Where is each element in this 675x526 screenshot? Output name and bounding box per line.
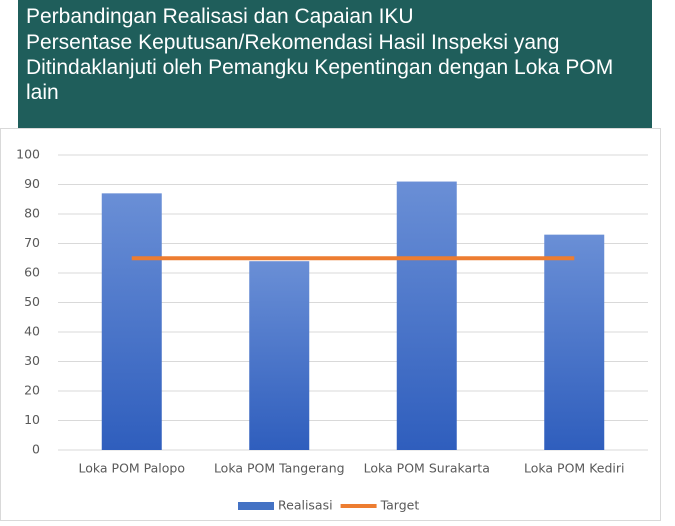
chart-title: Perbandingan Realisasi dan Capaian IKU xyxy=(26,5,414,28)
y-tick-label: 10 xyxy=(24,412,40,427)
y-tick-label: 100 xyxy=(16,147,40,162)
legend-label: Target xyxy=(380,498,420,513)
y-tick-label: 20 xyxy=(24,383,40,398)
y-tick-label: 80 xyxy=(24,206,40,221)
bar xyxy=(101,193,162,450)
x-tick-label: Loka POM Kediri xyxy=(524,461,624,476)
y-tick-label: 30 xyxy=(24,353,40,368)
chart-subtitle: Persentase Keputusan/Rekomendasi Hasil I… xyxy=(26,31,614,104)
x-tick-label: Loka POM Surakarta xyxy=(364,461,490,476)
bar xyxy=(396,181,457,451)
bar xyxy=(544,234,605,450)
header: Perbandingan Realisasi dan Capaian IKU P… xyxy=(18,0,652,128)
y-tick-label: 70 xyxy=(24,235,40,250)
bar xyxy=(249,261,310,450)
y-tick-label: 90 xyxy=(24,176,40,191)
x-tick-label: Loka POM Palopo xyxy=(78,461,185,476)
x-tick-label: Loka POM Tangerang xyxy=(214,461,345,476)
legend-label: Realisasi xyxy=(278,498,333,513)
y-tick-label: 40 xyxy=(24,324,40,339)
y-tick-label: 50 xyxy=(24,294,40,309)
y-tick-label: 60 xyxy=(24,265,40,280)
y-tick-label: 0 xyxy=(32,442,40,457)
legend-swatch xyxy=(238,502,274,510)
